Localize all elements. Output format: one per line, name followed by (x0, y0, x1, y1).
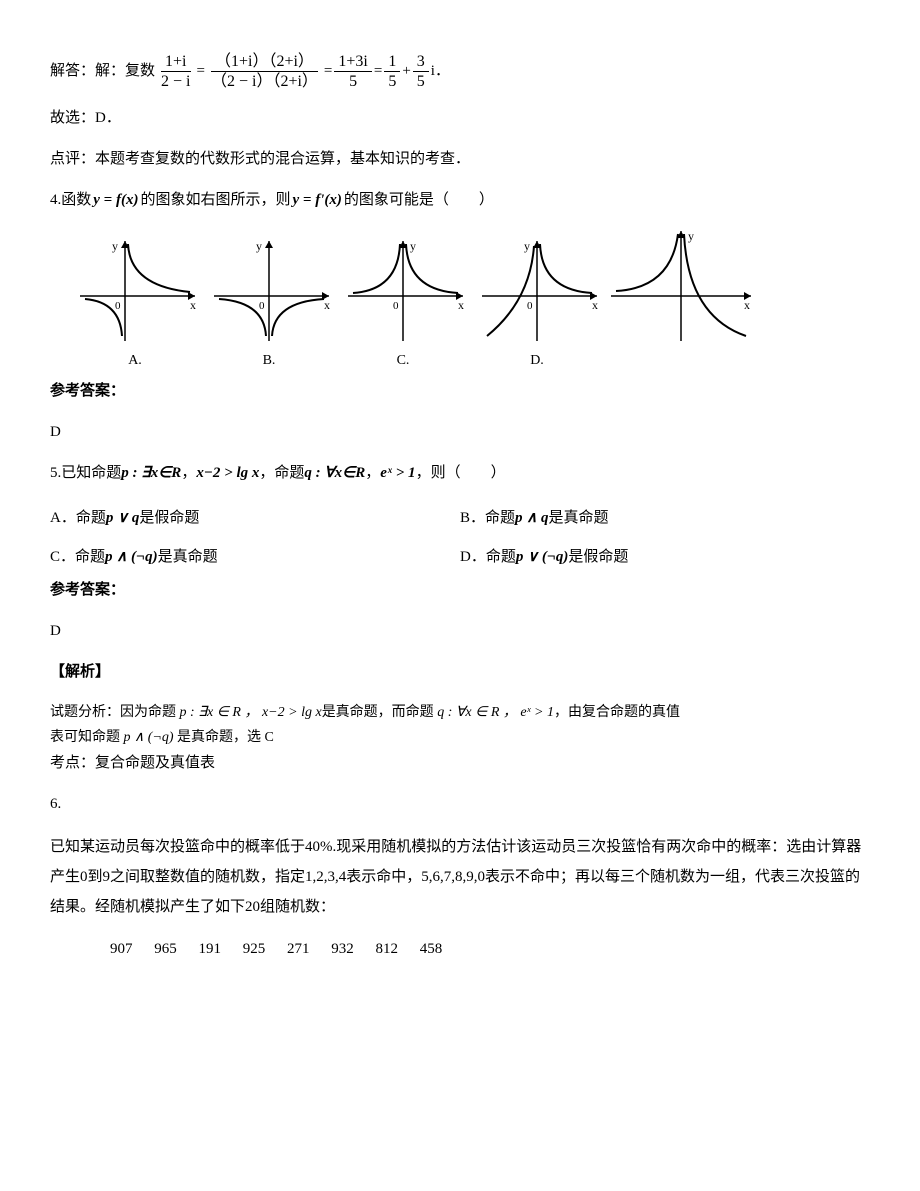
svg-text:x: x (458, 298, 464, 312)
formula-panq: p ∧ (¬q) (105, 544, 158, 571)
q4-answer-label: 参考答案： (50, 378, 870, 405)
kaodian: 考点：复合命题及真值表 (50, 750, 870, 777)
fraction-5: 3 5 (413, 52, 429, 91)
fraction-1: 1+i 2 − i (157, 52, 194, 91)
q6-numbers: 907 965 191 925 271 932 812 458 (110, 936, 870, 963)
graph-svg-original: x y 0 (70, 236, 200, 346)
option-a: A．命题 p ∨ q 是假命题 (50, 505, 460, 532)
q3-conclusion: 故选：D． (50, 105, 870, 132)
svg-text:x: x (592, 298, 598, 312)
q5-stem: 5. 已知命题 p : ∃x∈R ， x−2 > lg x ，命题 q : ∀x… (50, 460, 870, 487)
graph-svg-b: x y 0 (204, 236, 334, 346)
solve-prefix: 解：复数 (95, 58, 155, 85)
analysis-line2: 表可知命题 p ∧ (¬q) 是真命题，选 C (50, 725, 870, 750)
q5-text1: 已知命题 (61, 460, 121, 487)
q5-answer-label: 参考答案： (50, 577, 870, 604)
fraction-2: （1+i）（2+i） （2 − i）（2+i） (207, 52, 322, 91)
graph-original: x y 0 A. (70, 236, 200, 373)
q5-options: A．命题 p ∨ q 是假命题 B．命题 p ∧ q 是真命题 C．命题 p ∧… (50, 499, 870, 577)
q4-text2: 的图象如右图所示，则 (140, 187, 290, 214)
formula-q-def: q : ∀x∈R (304, 460, 365, 487)
q4-number: 4. (50, 187, 61, 214)
svg-text:y: y (410, 239, 416, 253)
graph-d: x y 0 D. (472, 236, 602, 373)
formula-paq: p ∧ q (515, 505, 548, 532)
q3-solution-line: 解答： 解：复数 1+i 2 − i = （1+i）（2+i） （2 − i）（… (50, 52, 870, 91)
svg-text:y: y (256, 239, 262, 253)
analysis-line1: 试题分析：因为命题 p : ∃x ∈ R ， x−2 > lg x是真命题，而命… (50, 700, 870, 725)
graph-svg-d: x y 0 (472, 236, 602, 346)
formula-p-def: p : ∃x∈R (121, 460, 181, 487)
svg-text:x: x (190, 298, 196, 312)
svg-text:y: y (524, 239, 530, 253)
graph-svg-c: x y 0 (338, 236, 468, 346)
graph-label-b: B. (263, 348, 276, 373)
q6-para1: 已知某运动员每次投篮命中的概率低于40%.现采用随机模拟的方法估计该运动员三次投… (50, 832, 870, 922)
graph-svg-extra: x y (606, 226, 756, 346)
formula-p-cond: x−2 > lg x (196, 460, 259, 487)
q6-number: 6. (50, 791, 870, 818)
option-b: B．命题 p ∧ q 是真命题 (460, 505, 870, 532)
formula-y-fprime: y = f'(x) (290, 187, 343, 214)
fraction-3: 1+3i 5 (334, 52, 371, 91)
comment-text: 本题考查复数的代数形式的混合运算，基本知识的考查． (95, 151, 470, 167)
svg-text:y: y (112, 239, 118, 253)
svg-text:0: 0 (259, 300, 265, 312)
formula-y-fx: y = f(x) (91, 187, 140, 214)
graph-label-d: D. (530, 348, 544, 373)
q4-text1: 函数 (61, 187, 91, 214)
svg-text:x: x (324, 298, 330, 312)
graph-b: x y 0 B. (204, 236, 334, 373)
q4-answer: D (50, 419, 870, 446)
solve-label: 解答： (50, 58, 95, 85)
formula-pvq: p ∨ q (106, 505, 139, 532)
graph-c: x y 0 C. (338, 236, 468, 373)
option-d: D．命题 p ∨ (¬q) 是假命题 (460, 544, 870, 571)
graph-label-a: A. (128, 348, 142, 373)
q5-number: 5. (50, 460, 61, 487)
svg-text:x: x (744, 298, 750, 312)
svg-text:0: 0 (527, 300, 533, 312)
q5-text2: ，则（ ） (416, 460, 506, 487)
svg-text:y: y (688, 229, 694, 243)
option-c: C．命题 p ∧ (¬q) 是真命题 (50, 544, 460, 571)
svg-text:0: 0 (115, 300, 121, 312)
formula-q-cond: eˣ > 1 (380, 460, 415, 487)
q4-stem: 4. 函数 y = f(x) 的图象如右图所示，则 y = f'(x) 的图象可… (50, 187, 870, 214)
suffix-i: i． (431, 58, 450, 85)
q3-comment: 点评：本题考查复数的代数形式的混合运算，基本知识的考查． (50, 146, 870, 173)
fraction-4: 1 5 (384, 52, 400, 91)
q5-answer: D (50, 618, 870, 645)
svg-text:0: 0 (393, 300, 399, 312)
q4-text3: 的图象可能是（ ） (344, 187, 494, 214)
graph-extra: x y (606, 226, 756, 373)
comment-label: 点评： (50, 151, 95, 167)
graph-options: x y 0 A. x y 0 B. x y (70, 226, 870, 373)
formula-pvnq: p ∨ (¬q) (516, 544, 569, 571)
analysis-label: 【解析】 (50, 659, 870, 686)
graph-label-c: C. (397, 348, 410, 373)
